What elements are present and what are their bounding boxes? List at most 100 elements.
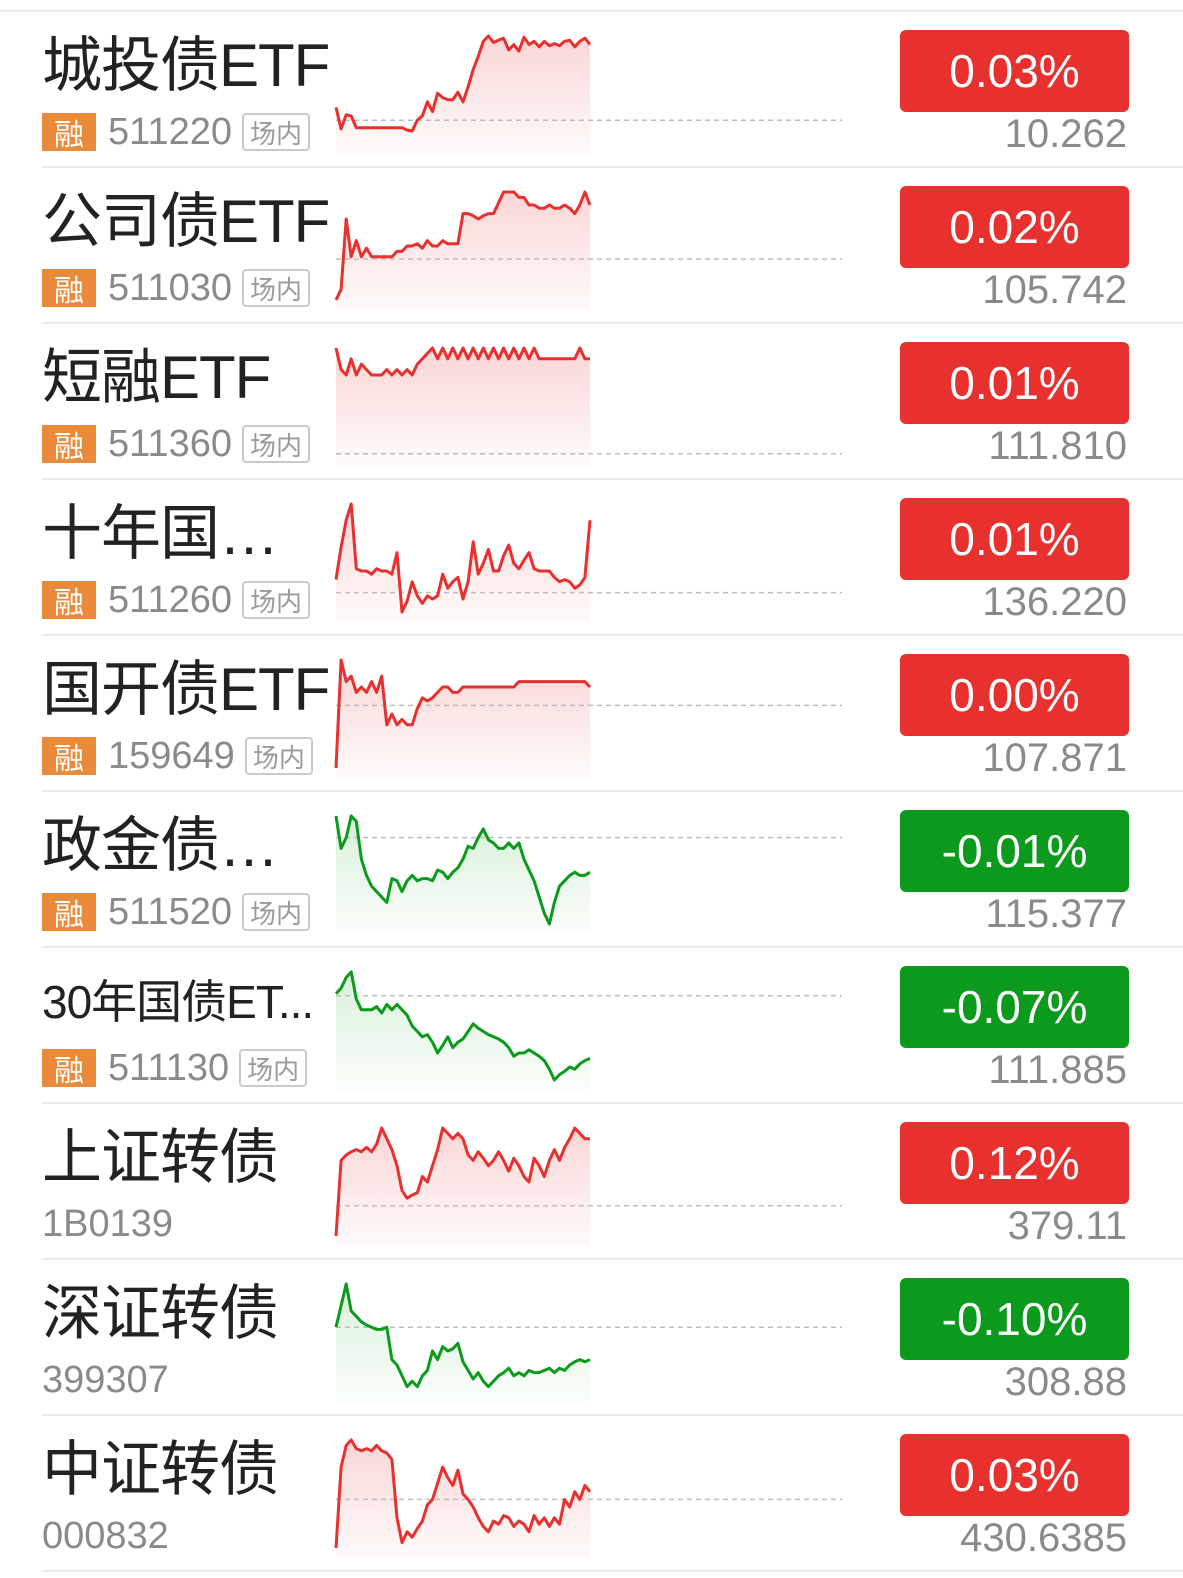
margin-trading-tag: 融: [42, 737, 96, 777]
security-name: 短融ETF: [42, 344, 271, 411]
security-meta: 1B0139: [42, 1202, 183, 1245]
list-item[interactable]: 短融ETF 融 511360 场内 0.01% 111.810: [0, 324, 1183, 480]
sparkline-line: [334, 658, 592, 769]
sparkline-line: [334, 1126, 590, 1237]
security-code: 159649: [108, 734, 235, 777]
list-item[interactable]: 城投债ETF 融 511220 场内 0.03% 10.262: [0, 12, 1183, 168]
intraday-sparkline: [334, 502, 842, 622]
change-percent-badge[interactable]: 0.02%: [900, 186, 1129, 268]
list-item[interactable]: 十年国债ETF 融 511260 场内 0.01% 136.220: [0, 480, 1183, 636]
intraday-sparkline: [334, 970, 842, 1090]
margin-trading-tag: 融: [42, 269, 96, 309]
margin-trading-tag: 融: [42, 1049, 96, 1089]
sparkline-area: [336, 972, 590, 1090]
change-percent-badge[interactable]: 0.03%: [900, 30, 1129, 112]
change-percent-badge[interactable]: 0.01%: [900, 342, 1129, 424]
list-item[interactable]: 国开债ETF 融 159649 场内 0.00% 107.871: [0, 636, 1183, 792]
margin-trading-tag: 融: [42, 113, 96, 153]
security-code: 511130: [108, 1046, 230, 1089]
security-name: 公司债ETF: [42, 188, 330, 255]
row-divider: [42, 478, 1183, 480]
sparkline-line: [334, 970, 591, 1082]
sparkline-area: [336, 504, 590, 622]
security-code: 511360: [108, 422, 232, 465]
margin-trading-tag: 融: [42, 581, 96, 621]
last-price: 10.262: [1004, 112, 1127, 156]
intraday-sparkline: [334, 814, 842, 934]
security-meta: 融 159649 场内: [42, 734, 313, 777]
top-divider: [0, 10, 1183, 12]
intraday-sparkline: [334, 190, 842, 310]
sparkline-line: [334, 814, 591, 926]
security-name: 30年国债ET...: [42, 976, 314, 1028]
change-percent-badge[interactable]: -0.10%: [900, 1278, 1129, 1360]
row-divider: [42, 634, 1183, 636]
list-item[interactable]: 公司债ETF 融 511030 场内 0.02% 105.742: [0, 168, 1183, 324]
margin-trading-tag: 融: [42, 425, 96, 465]
row-divider: [42, 1102, 1183, 1104]
change-percent-badge[interactable]: 0.01%: [900, 498, 1129, 580]
last-price: 105.742: [982, 268, 1127, 312]
row-divider: [42, 946, 1183, 948]
sparkline-area: [336, 1128, 590, 1246]
venue-tag: 场内: [241, 581, 310, 619]
sparkline-area: [336, 36, 590, 154]
sparkline-area: [336, 192, 590, 310]
security-code: 511030: [108, 266, 232, 309]
list-item[interactable]: 政金债券ETF 融 511520 场内 -0.01% 115.377: [0, 792, 1183, 948]
sparkline-area: [336, 660, 590, 778]
row-divider: [42, 790, 1183, 792]
venue-tag: 场内: [244, 737, 313, 775]
sparkline-line: [334, 1438, 592, 1549]
security-meta: 000832: [42, 1514, 179, 1557]
row-divider: [42, 1258, 1183, 1260]
last-price: 111.885: [988, 1048, 1127, 1092]
last-price: 115.377: [985, 892, 1127, 936]
venue-tag: 场内: [241, 113, 310, 151]
security-code: 1B0139: [42, 1202, 174, 1245]
intraday-sparkline: [334, 1282, 842, 1402]
security-code: 511220: [108, 110, 232, 153]
change-percent-badge[interactable]: 0.03%: [900, 1434, 1129, 1516]
change-percent-badge[interactable]: 0.12%: [900, 1122, 1129, 1204]
list-item[interactable]: 中证转债 000832 0.03% 430.6385: [0, 1416, 1183, 1572]
list-item[interactable]: 30年国债ET... 融 511130 场内 -0.07% 111.885: [0, 948, 1183, 1104]
change-percent-badge[interactable]: -0.01%: [900, 810, 1129, 892]
row-divider: [42, 166, 1183, 168]
intraday-sparkline: [334, 1438, 842, 1558]
security-code: 511260: [108, 578, 232, 621]
change-percent-badge[interactable]: -0.07%: [900, 966, 1129, 1048]
list-item[interactable]: 深证转债 399307 -0.10% 308.88: [0, 1260, 1183, 1416]
bond-etf-list: 城投债ETF 融 511220 场内 0.03% 10.262 公司债ETF 融…: [0, 12, 1183, 1572]
security-code: 000832: [42, 1514, 169, 1557]
list-item[interactable]: 上证转债 1B0139 0.12% 379.11: [0, 1104, 1183, 1260]
venue-tag: 场内: [239, 1049, 308, 1087]
last-price: 379.11: [1007, 1204, 1127, 1248]
security-meta: 融 511130 场内: [42, 1046, 308, 1089]
security-meta: 融 511520 场内: [42, 890, 310, 933]
security-meta: 融 511030 场内: [42, 266, 310, 309]
security-name: 深证转债: [42, 1280, 279, 1347]
security-meta: 融 511220 场内: [42, 110, 310, 153]
last-price: 136.220: [982, 580, 1127, 624]
security-meta: 融 511260 场内: [42, 578, 310, 621]
row-divider: [42, 1570, 1183, 1572]
sparkline-line: [334, 190, 592, 301]
security-name: 中证转债: [42, 1436, 279, 1503]
last-price: 111.810: [988, 424, 1127, 468]
security-name: 上证转债: [42, 1124, 279, 1191]
security-meta: 融 511360 场内: [42, 422, 310, 465]
sparkline-line: [334, 346, 590, 377]
venue-tag: 场内: [241, 269, 310, 307]
security-name: 十年国债ETF: [42, 500, 332, 567]
last-price: 430.6385: [960, 1516, 1127, 1560]
change-percent-badge[interactable]: 0.00%: [900, 654, 1129, 736]
sparkline-line: [334, 34, 592, 133]
intraday-sparkline: [334, 1126, 842, 1246]
sparkline-line: [334, 1282, 591, 1389]
venue-tag: 场内: [241, 893, 310, 931]
last-price: 107.871: [982, 736, 1127, 780]
security-code: 511520: [108, 890, 232, 933]
margin-trading-tag: 融: [42, 893, 96, 933]
row-divider: [42, 322, 1183, 324]
